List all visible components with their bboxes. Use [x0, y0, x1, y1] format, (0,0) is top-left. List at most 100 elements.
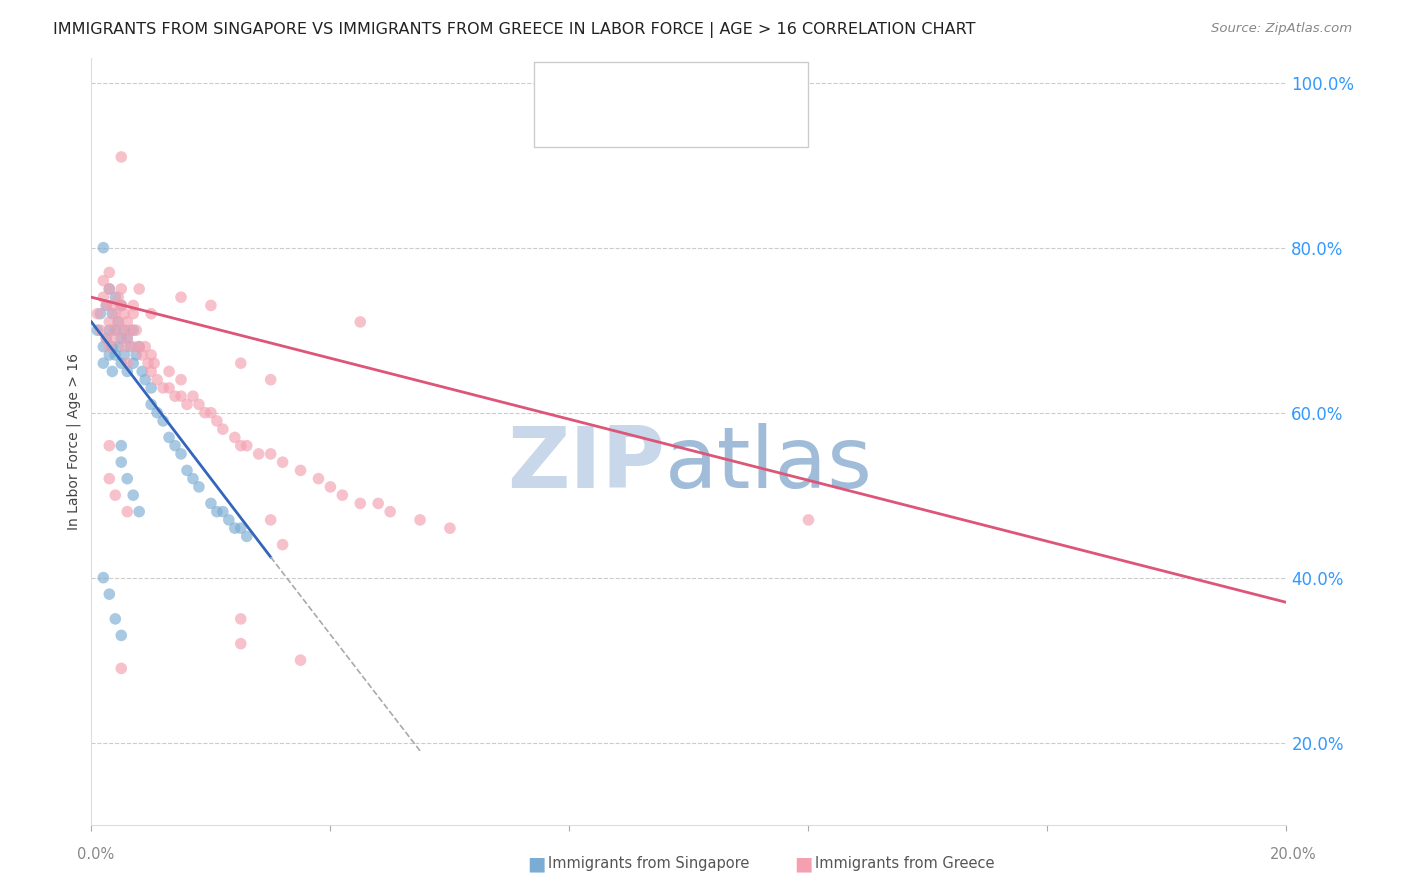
Point — [89, 323, 111, 337]
Point — [93, 340, 115, 354]
Point — [93, 356, 115, 370]
Point — [115, 356, 138, 370]
Point — [110, 282, 132, 296]
Text: 85: 85 — [700, 121, 721, 136]
Point — [122, 356, 145, 370]
Point — [170, 447, 193, 461]
Point — [98, 340, 121, 354]
Point — [104, 488, 127, 502]
Point — [96, 298, 118, 312]
Point — [143, 356, 166, 370]
Point — [98, 265, 121, 279]
Point — [134, 340, 156, 354]
Point — [188, 397, 211, 411]
Point — [98, 282, 121, 296]
Point — [128, 340, 150, 354]
Point — [93, 241, 115, 255]
Point — [235, 529, 259, 543]
Point — [122, 307, 145, 321]
Point — [146, 373, 169, 387]
Point — [115, 472, 138, 486]
Point — [128, 340, 150, 354]
Point — [176, 397, 198, 411]
Point — [96, 331, 118, 345]
Point — [110, 439, 132, 453]
Point — [122, 298, 145, 312]
Point — [224, 430, 246, 444]
Point — [96, 298, 118, 312]
Point — [218, 513, 240, 527]
Text: IMMIGRANTS FROM SINGAPORE VS IMMIGRANTS FROM GREECE IN LABOR FORCE | AGE > 16 CO: IMMIGRANTS FROM SINGAPORE VS IMMIGRANTS … — [53, 22, 976, 38]
Point — [115, 364, 138, 378]
Point — [229, 356, 252, 370]
Point — [332, 488, 354, 502]
Point — [110, 628, 132, 642]
Point — [136, 356, 159, 370]
Point — [112, 348, 135, 362]
Text: R =: R = — [569, 78, 600, 94]
Point — [247, 447, 270, 461]
Point — [115, 315, 138, 329]
Point — [229, 612, 252, 626]
Point — [259, 447, 281, 461]
Point — [122, 323, 145, 337]
Point — [349, 315, 371, 329]
Point — [290, 653, 312, 667]
Point — [104, 323, 127, 337]
Point — [112, 323, 135, 337]
Point — [104, 290, 127, 304]
Point — [378, 505, 402, 519]
Text: R =: R = — [569, 121, 600, 136]
Point — [115, 331, 138, 345]
Point — [98, 282, 121, 296]
Point — [134, 373, 156, 387]
Text: ■: ■ — [546, 120, 562, 137]
Text: ■: ■ — [527, 854, 546, 873]
Point — [200, 496, 222, 510]
Point — [89, 307, 111, 321]
Point — [107, 290, 129, 304]
Point — [146, 406, 169, 420]
Point — [101, 323, 124, 337]
Text: -0.408: -0.408 — [605, 121, 657, 136]
Point — [157, 381, 180, 395]
Point — [170, 290, 193, 304]
Point — [349, 496, 371, 510]
Point — [141, 397, 162, 411]
Text: N =: N = — [668, 121, 700, 136]
Point — [120, 323, 142, 337]
Point — [205, 414, 228, 428]
Point — [271, 455, 294, 469]
Point — [128, 282, 150, 296]
Point — [131, 348, 153, 362]
Point — [194, 406, 217, 420]
Point — [157, 364, 180, 378]
Text: Immigrants from Singapore: Immigrants from Singapore — [548, 856, 749, 871]
Text: ■: ■ — [794, 854, 813, 873]
Point — [98, 439, 121, 453]
Point — [98, 348, 121, 362]
Point — [141, 348, 162, 362]
Point — [104, 307, 127, 321]
Point — [797, 513, 820, 527]
Point — [101, 364, 124, 378]
Point — [110, 323, 132, 337]
Point — [163, 389, 186, 403]
Point — [107, 315, 129, 329]
Point — [104, 612, 127, 626]
Text: 20.0%: 20.0% — [1270, 847, 1316, 862]
Point — [110, 661, 132, 675]
Point — [98, 323, 121, 337]
Point — [110, 356, 132, 370]
Point — [211, 422, 233, 436]
Text: Source: ZipAtlas.com: Source: ZipAtlas.com — [1212, 22, 1353, 36]
Text: 58: 58 — [700, 78, 721, 94]
Point — [229, 521, 252, 535]
Point — [104, 331, 127, 345]
Point — [157, 430, 180, 444]
Point — [141, 364, 162, 378]
Point — [141, 307, 162, 321]
Point — [409, 513, 432, 527]
Point — [98, 472, 121, 486]
Point — [131, 364, 153, 378]
